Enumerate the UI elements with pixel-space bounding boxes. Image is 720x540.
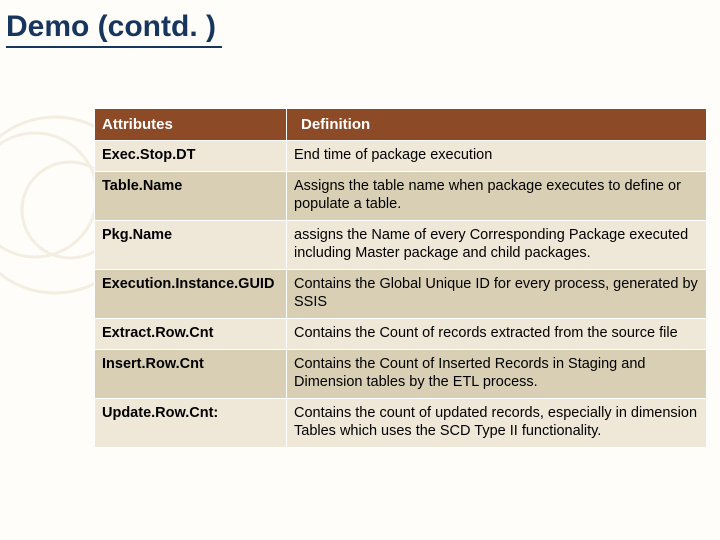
attribute-cell: Extract.Row.Cnt [95,319,287,350]
table-row: Table.NameAssigns the table name when pa… [95,171,707,220]
column-header-attributes: Attributes [95,109,287,141]
table-row: Insert.Row.CntContains the Count of Inse… [95,349,707,398]
attribute-cell: Insert.Row.Cnt [95,349,287,398]
attributes-table: Attributes Definition Exec.Stop.DTEnd ti… [94,108,707,448]
definition-cell: Assigns the table name when package exec… [287,171,707,220]
attribute-cell: Pkg.Name [95,220,287,269]
definition-cell: Contains the Global Unique ID for every … [287,269,707,318]
table-header-row: Attributes Definition [95,109,707,141]
attribute-cell: Update.Row.Cnt: [95,398,287,447]
attribute-cell: Table.Name [95,171,287,220]
table-row: Exec.Stop.DTEnd time of package executio… [95,141,707,172]
attribute-cell: Execution.Instance.GUID [95,269,287,318]
attribute-cell: Exec.Stop.DT [95,141,287,172]
definition-cell: Contains the Count of Inserted Records i… [287,349,707,398]
definition-cell: assigns the Name of every Corresponding … [287,220,707,269]
attributes-table-container: Attributes Definition Exec.Stop.DTEnd ti… [94,108,706,448]
slide-title: Demo (contd. ) [6,10,222,48]
definition-cell: Contains the Count of records extracted … [287,319,707,350]
table-row: Extract.Row.CntContains the Count of rec… [95,319,707,350]
table-row: Execution.Instance.GUIDContains the Glob… [95,269,707,318]
definition-cell: Contains the count of updated records, e… [287,398,707,447]
table-row: Update.Row.Cnt:Contains the count of upd… [95,398,707,447]
table-row: Pkg.Nameassigns the Name of every Corres… [95,220,707,269]
column-header-definition: Definition [287,109,707,141]
definition-cell: End time of package execution [287,141,707,172]
